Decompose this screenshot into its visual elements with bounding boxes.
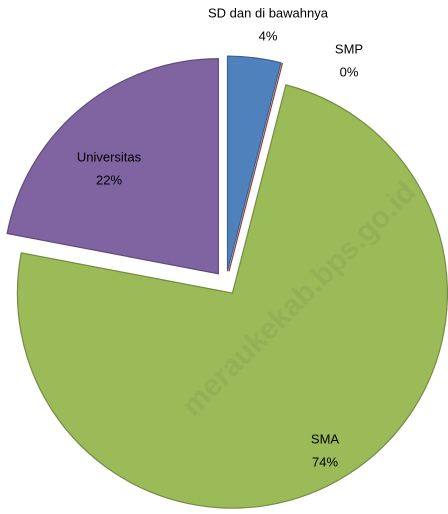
pie-slice xyxy=(6,58,219,275)
slice-value-label: 74% xyxy=(312,454,338,469)
slice-value-label: 0% xyxy=(340,64,359,79)
slice-label: Universitas xyxy=(77,149,142,164)
slice-label: SMP xyxy=(335,41,363,56)
slice-label: SMA xyxy=(311,431,340,446)
pie-slice xyxy=(226,55,282,272)
pie xyxy=(6,55,448,509)
slice-value-label: 4% xyxy=(259,28,278,43)
pie-slice xyxy=(16,84,448,509)
slice-value-label: 22% xyxy=(96,172,122,187)
slice-label: SD dan di bawahnya xyxy=(208,5,329,20)
